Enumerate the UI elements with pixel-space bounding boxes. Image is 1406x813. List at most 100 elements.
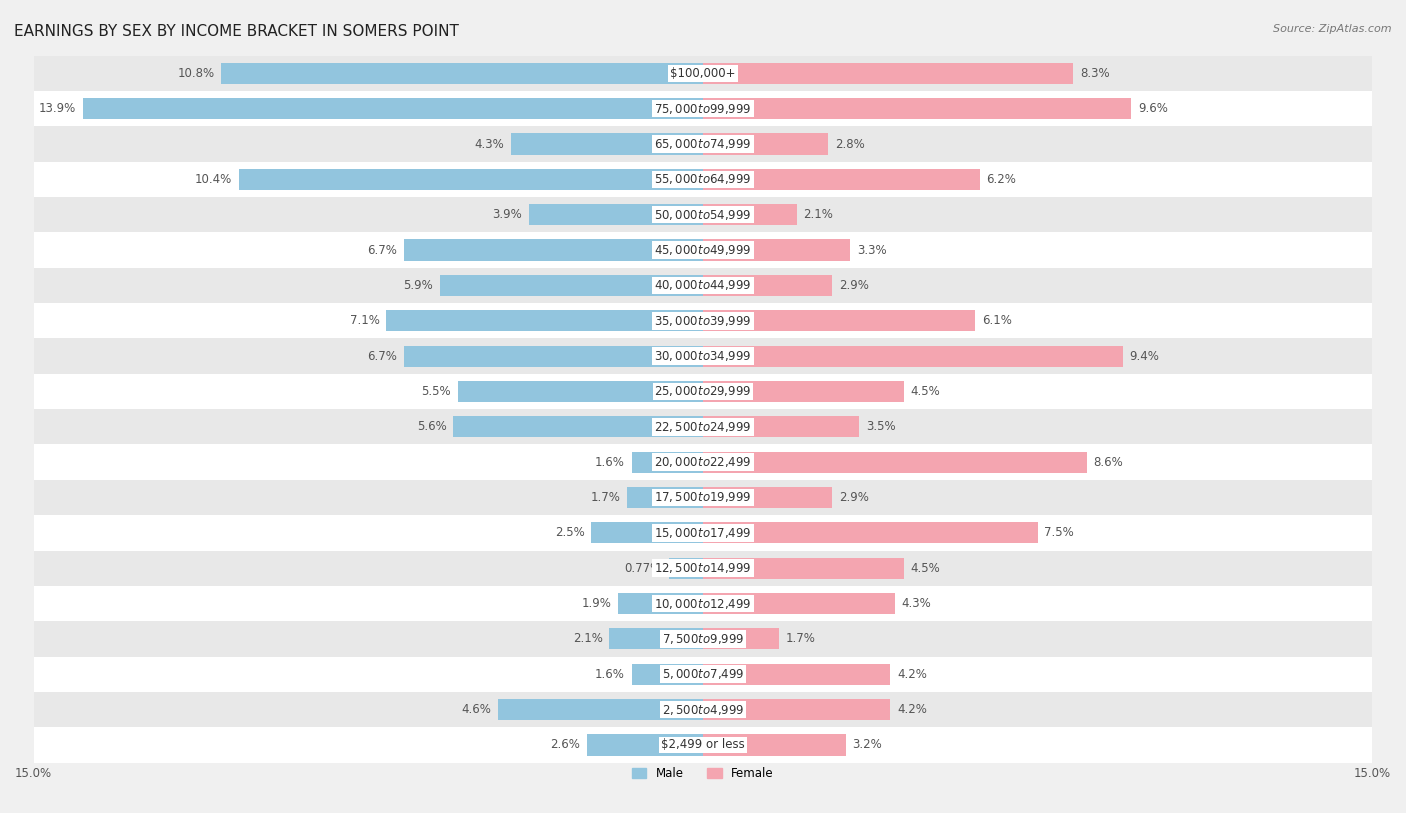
Bar bbox=[703, 416, 859, 437]
Bar bbox=[457, 380, 703, 402]
Bar bbox=[34, 515, 1372, 550]
Bar bbox=[529, 204, 703, 225]
Bar bbox=[34, 728, 1372, 763]
Text: $50,000 to $54,999: $50,000 to $54,999 bbox=[654, 207, 752, 222]
Bar bbox=[703, 346, 1122, 367]
Text: 6.7%: 6.7% bbox=[367, 350, 398, 363]
Bar bbox=[34, 445, 1372, 480]
Bar bbox=[586, 734, 703, 755]
Text: 3.5%: 3.5% bbox=[866, 420, 896, 433]
Bar bbox=[609, 628, 703, 650]
Text: $35,000 to $39,999: $35,000 to $39,999 bbox=[654, 314, 752, 328]
Text: 6.2%: 6.2% bbox=[987, 173, 1017, 186]
Bar bbox=[34, 197, 1372, 233]
Bar bbox=[34, 374, 1372, 409]
Bar bbox=[703, 204, 797, 225]
Text: 6.7%: 6.7% bbox=[367, 244, 398, 257]
Bar bbox=[404, 240, 703, 261]
Bar bbox=[669, 558, 703, 579]
Text: 1.6%: 1.6% bbox=[595, 667, 624, 680]
Bar bbox=[703, 451, 1087, 472]
Text: $2,500 to $4,999: $2,500 to $4,999 bbox=[662, 702, 744, 716]
Bar bbox=[703, 663, 890, 685]
Bar bbox=[631, 663, 703, 685]
Text: 2.5%: 2.5% bbox=[555, 526, 585, 539]
Text: 8.3%: 8.3% bbox=[1080, 67, 1109, 80]
Text: $15,000 to $17,499: $15,000 to $17,499 bbox=[654, 526, 752, 540]
Text: $45,000 to $49,999: $45,000 to $49,999 bbox=[654, 243, 752, 257]
Text: 5.5%: 5.5% bbox=[422, 385, 451, 398]
Text: 7.1%: 7.1% bbox=[350, 315, 380, 328]
Text: $75,000 to $99,999: $75,000 to $99,999 bbox=[654, 102, 752, 115]
Text: 4.5%: 4.5% bbox=[911, 562, 941, 575]
Bar bbox=[703, 169, 980, 190]
Bar bbox=[221, 63, 703, 84]
Text: 4.2%: 4.2% bbox=[897, 667, 927, 680]
Text: 5.6%: 5.6% bbox=[416, 420, 446, 433]
Text: $7,500 to $9,999: $7,500 to $9,999 bbox=[662, 632, 744, 646]
Bar bbox=[34, 657, 1372, 692]
Text: $55,000 to $64,999: $55,000 to $64,999 bbox=[654, 172, 752, 186]
Bar bbox=[703, 734, 846, 755]
Text: 1.7%: 1.7% bbox=[786, 633, 815, 646]
Text: 1.6%: 1.6% bbox=[595, 455, 624, 468]
Text: 2.6%: 2.6% bbox=[550, 738, 581, 751]
Text: 3.3%: 3.3% bbox=[858, 244, 887, 257]
Text: 2.8%: 2.8% bbox=[835, 137, 865, 150]
Bar bbox=[703, 133, 828, 154]
Bar bbox=[440, 275, 703, 296]
Text: 6.1%: 6.1% bbox=[981, 315, 1012, 328]
Text: 4.5%: 4.5% bbox=[911, 385, 941, 398]
Text: 2.9%: 2.9% bbox=[839, 491, 869, 504]
Legend: Male, Female: Male, Female bbox=[627, 763, 779, 785]
Bar bbox=[34, 91, 1372, 126]
Bar bbox=[34, 550, 1372, 586]
Text: Source: ZipAtlas.com: Source: ZipAtlas.com bbox=[1274, 24, 1392, 34]
Bar bbox=[703, 522, 1038, 543]
Text: 10.4%: 10.4% bbox=[195, 173, 232, 186]
Text: $40,000 to $44,999: $40,000 to $44,999 bbox=[654, 278, 752, 293]
Bar bbox=[512, 133, 703, 154]
Bar bbox=[34, 338, 1372, 374]
Bar bbox=[703, 98, 1132, 120]
Text: $30,000 to $34,999: $30,000 to $34,999 bbox=[654, 349, 752, 363]
Text: 1.9%: 1.9% bbox=[582, 597, 612, 610]
Text: 4.6%: 4.6% bbox=[461, 703, 491, 716]
Bar bbox=[34, 480, 1372, 515]
Text: 1.7%: 1.7% bbox=[591, 491, 620, 504]
Bar bbox=[703, 240, 851, 261]
Bar bbox=[703, 487, 832, 508]
Text: 2.1%: 2.1% bbox=[803, 208, 834, 221]
Bar bbox=[34, 586, 1372, 621]
Bar bbox=[34, 621, 1372, 657]
Bar bbox=[34, 303, 1372, 338]
Text: $25,000 to $29,999: $25,000 to $29,999 bbox=[654, 385, 752, 398]
Bar bbox=[387, 310, 703, 332]
Bar bbox=[498, 699, 703, 720]
Text: 7.5%: 7.5% bbox=[1045, 526, 1074, 539]
Text: 2.1%: 2.1% bbox=[572, 633, 603, 646]
Bar bbox=[404, 346, 703, 367]
Text: 4.2%: 4.2% bbox=[897, 703, 927, 716]
Text: 4.3%: 4.3% bbox=[475, 137, 505, 150]
Bar bbox=[34, 233, 1372, 267]
Text: 9.4%: 9.4% bbox=[1129, 350, 1159, 363]
Text: $10,000 to $12,499: $10,000 to $12,499 bbox=[654, 597, 752, 611]
Text: $65,000 to $74,999: $65,000 to $74,999 bbox=[654, 137, 752, 151]
Text: 13.9%: 13.9% bbox=[39, 102, 76, 115]
Text: 8.6%: 8.6% bbox=[1094, 455, 1123, 468]
Bar bbox=[703, 380, 904, 402]
Bar bbox=[453, 416, 703, 437]
Text: $20,000 to $22,499: $20,000 to $22,499 bbox=[654, 455, 752, 469]
Bar bbox=[703, 699, 890, 720]
Bar bbox=[34, 409, 1372, 445]
Text: $100,000+: $100,000+ bbox=[671, 67, 735, 80]
Bar bbox=[34, 55, 1372, 91]
Text: 4.3%: 4.3% bbox=[901, 597, 931, 610]
Bar bbox=[703, 310, 976, 332]
Bar bbox=[83, 98, 703, 120]
Bar bbox=[592, 522, 703, 543]
Bar bbox=[703, 275, 832, 296]
Bar bbox=[703, 558, 904, 579]
Text: EARNINGS BY SEX BY INCOME BRACKET IN SOMERS POINT: EARNINGS BY SEX BY INCOME BRACKET IN SOM… bbox=[14, 24, 458, 39]
